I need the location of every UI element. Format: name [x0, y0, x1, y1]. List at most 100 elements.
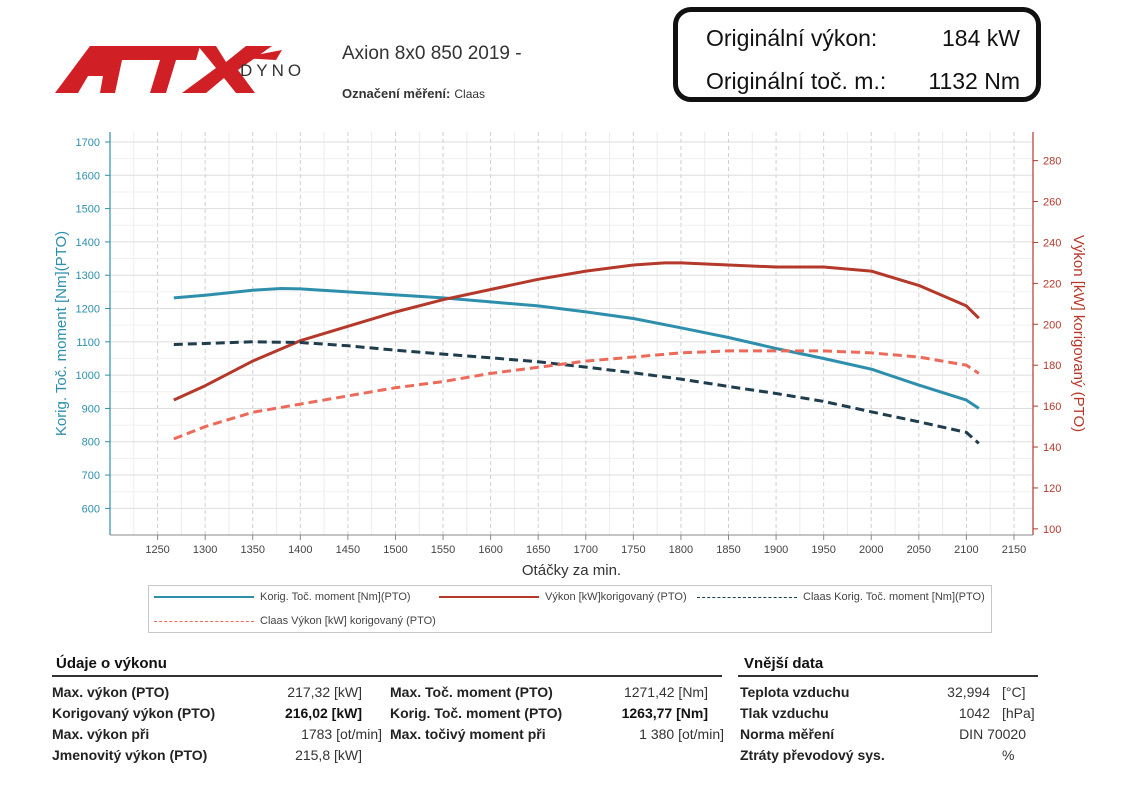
x-tick-label: 1850: [716, 544, 740, 556]
legend-item-claas-power: Claas Výkon [kW] korigovaný (PTO): [154, 615, 436, 627]
x-tick-label: 1950: [811, 544, 835, 556]
legend-label-power: Výkon [kW]korigovaný (PTO): [545, 591, 687, 603]
x-axis-label: Otáčky za min.: [522, 562, 621, 579]
perf-value-max-power: 217,32 [kW]: [287, 684, 362, 700]
y-left-tick-label: 1500: [76, 204, 100, 216]
x-tick-label: 1700: [574, 544, 598, 556]
original-torque-row: Originální toč. m.: 1132 Nm: [706, 68, 1020, 98]
y-left-tick-label: 1400: [76, 237, 100, 249]
y-right-tick-label: 280: [1043, 156, 1061, 168]
perf-label-max-torque: Max. Toč. moment (PTO): [390, 684, 553, 700]
series-claas-power-line: [173, 349, 980, 441]
legend-swatch-power: [439, 596, 539, 598]
legend-item-claas-torque: Claas Korig. Toč. moment [Nm](PTO): [697, 591, 985, 603]
x-tick-label: 2150: [1002, 544, 1026, 556]
perf-label-corrected-power: Korigovaný výkon (PTO): [52, 705, 216, 721]
ext-value-pressure: 1042: [958, 705, 990, 721]
x-tick-label: 2100: [954, 544, 978, 556]
y-left-tick-label: 800: [82, 437, 100, 449]
perf-value-corrected-torque: 1263,77 [Nm]: [621, 705, 708, 721]
legend-item-torque: Korig. Toč. moment [Nm](PTO): [154, 591, 411, 603]
series-torque-line: [173, 287, 980, 410]
series-claas-torque-line: [173, 340, 980, 445]
vehicle-title: Axion 8x0 850 2019 -: [342, 43, 522, 64]
y-left-tick-label: 1600: [76, 170, 100, 182]
legend-label-claas-power: Claas Výkon [kW] korigovaný (PTO): [260, 615, 436, 627]
x-tick-label: 1450: [336, 544, 360, 556]
y-right-tick-label: 260: [1043, 197, 1061, 209]
perf-row-max-torque: Max. Toč. moment (PTO) 1271,42 [Nm]: [390, 682, 708, 702]
legend-swatch-claas-power: [154, 620, 254, 622]
x-tick-label: 1350: [240, 544, 264, 556]
performance-title: Údaje o výkonu: [56, 655, 167, 672]
ext-unit-temperature: [°C]: [1002, 684, 1026, 700]
y-right-tick-label: 160: [1043, 401, 1061, 413]
perf-value-max-torque: 1271,42 [Nm]: [623, 684, 708, 700]
legend-swatch-torque: [154, 596, 254, 598]
y-right-tick-label: 180: [1043, 360, 1061, 372]
perf-row-max-torque-at: Max. točivý moment při 1 380 [ot/min]: [390, 724, 724, 744]
performance-divider: [52, 675, 722, 677]
x-tick-label: 1550: [431, 544, 455, 556]
x-tick-label: 2050: [907, 544, 931, 556]
x-tick-label: 1650: [526, 544, 550, 556]
measurement-label: Označení měření:: [342, 86, 451, 101]
perf-value-max-power-at: 1783 [ot/min]: [301, 726, 382, 742]
original-power-row: Originální výkon: 184 kW: [706, 25, 1020, 55]
external-divider: [738, 675, 1038, 677]
original-torque-value: 1132 Nm: [928, 68, 1020, 94]
ext-unit-pressure: [hPa]: [1002, 705, 1035, 721]
ext-row-standard: Norma měření DIN 70020: [740, 724, 1040, 744]
original-torque-label: Originální toč. m.:: [706, 68, 887, 94]
x-tick-label: 1500: [383, 544, 407, 556]
ext-row-pressure: Tlak vzduchu 1042 [hPa]: [740, 703, 1040, 723]
ext-label-temperature: Teplota vzduchu: [740, 684, 850, 700]
measurement-value: Claas: [454, 87, 486, 101]
ext-value-standard: DIN 70020: [959, 726, 1026, 742]
original-values-box: Originální výkon: 184 kW Originální toč.…: [673, 7, 1041, 102]
ext-unit-transmission-losses: %: [1002, 747, 1015, 763]
perf-row-rated-power: Jmenovitý výkon (PTO) 215,8 [kW]: [52, 745, 362, 765]
perf-label-rated-power: Jmenovitý výkon (PTO): [52, 747, 208, 763]
x-tick-label: 1250: [145, 544, 169, 556]
perf-row-max-power-at: Max. výkon při 1783 [ot/min]: [52, 724, 382, 744]
legend-item-power: Výkon [kW]korigovaný (PTO): [439, 591, 687, 603]
x-tick-label: 1750: [621, 544, 645, 556]
dyno-chart: 1250 1300 1350 1400 1450 1500 1550 1600 1650 1700…: [53, 132, 1087, 579]
y-left-tick-label: 1100: [76, 337, 100, 349]
perf-label-max-torque-at: Max. točivý moment při: [390, 726, 546, 742]
legend-label-claas-torque: Claas Korig. Toč. moment [Nm](PTO): [803, 591, 985, 603]
logo-mark-a: [55, 46, 125, 93]
x-tick-label: 2000: [859, 544, 883, 556]
perf-row-max-power: Max. výkon (PTO) 217,32 [kW]: [52, 682, 362, 702]
y-left-tick-label: 1700: [76, 137, 100, 149]
perf-value-corrected-power: 216,02 [kW]: [284, 705, 362, 721]
perf-row-corrected-power: Korigovaný výkon (PTO) 216,02 [kW]: [52, 703, 362, 723]
perf-label-max-power: Max. výkon (PTO): [52, 684, 170, 700]
y-left-tick-label: 1200: [76, 304, 100, 316]
ext-label-standard: Norma měření: [740, 726, 835, 742]
chart-legend: Korig. Toč. moment [Nm](PTO) Výkon [kW]k…: [148, 585, 992, 633]
logo-dyno-text: DYNO: [240, 61, 305, 80]
logo-mark-t: [116, 46, 200, 93]
legend-swatch-claas-torque: [697, 596, 797, 598]
perf-value-rated-power: 215,8 [kW]: [295, 747, 362, 763]
original-power-label: Originální výkon:: [706, 25, 878, 51]
legend-label-torque: Korig. Toč. moment [Nm](PTO): [260, 591, 411, 603]
original-power-value: 184 kW: [942, 25, 1020, 51]
ext-row-transmission-losses: Ztráty převodový sys. %: [740, 745, 1040, 765]
measurement-label-row: Označení měření: Claas: [342, 86, 485, 101]
x-tick-label: 1900: [764, 544, 788, 556]
x-tick-label: 1400: [288, 544, 312, 556]
y-left-tick-label: 700: [82, 470, 100, 482]
x-tick-label: 1300: [193, 544, 217, 556]
series-power-line: [173, 261, 980, 402]
y-right-tick-label: 220: [1043, 278, 1061, 290]
logo-swoosh: [240, 50, 282, 60]
y-right-tick-label: 100: [1043, 524, 1061, 536]
perf-label-max-power-at: Max. výkon při: [52, 726, 150, 742]
y-axis-right-label: Výkon [kW] korigovaný (PTO): [1070, 235, 1087, 432]
y-right-tick-label: 120: [1043, 483, 1061, 495]
y-left-tick-label: 600: [82, 503, 100, 515]
y-right-tick-label: 200: [1043, 319, 1061, 331]
